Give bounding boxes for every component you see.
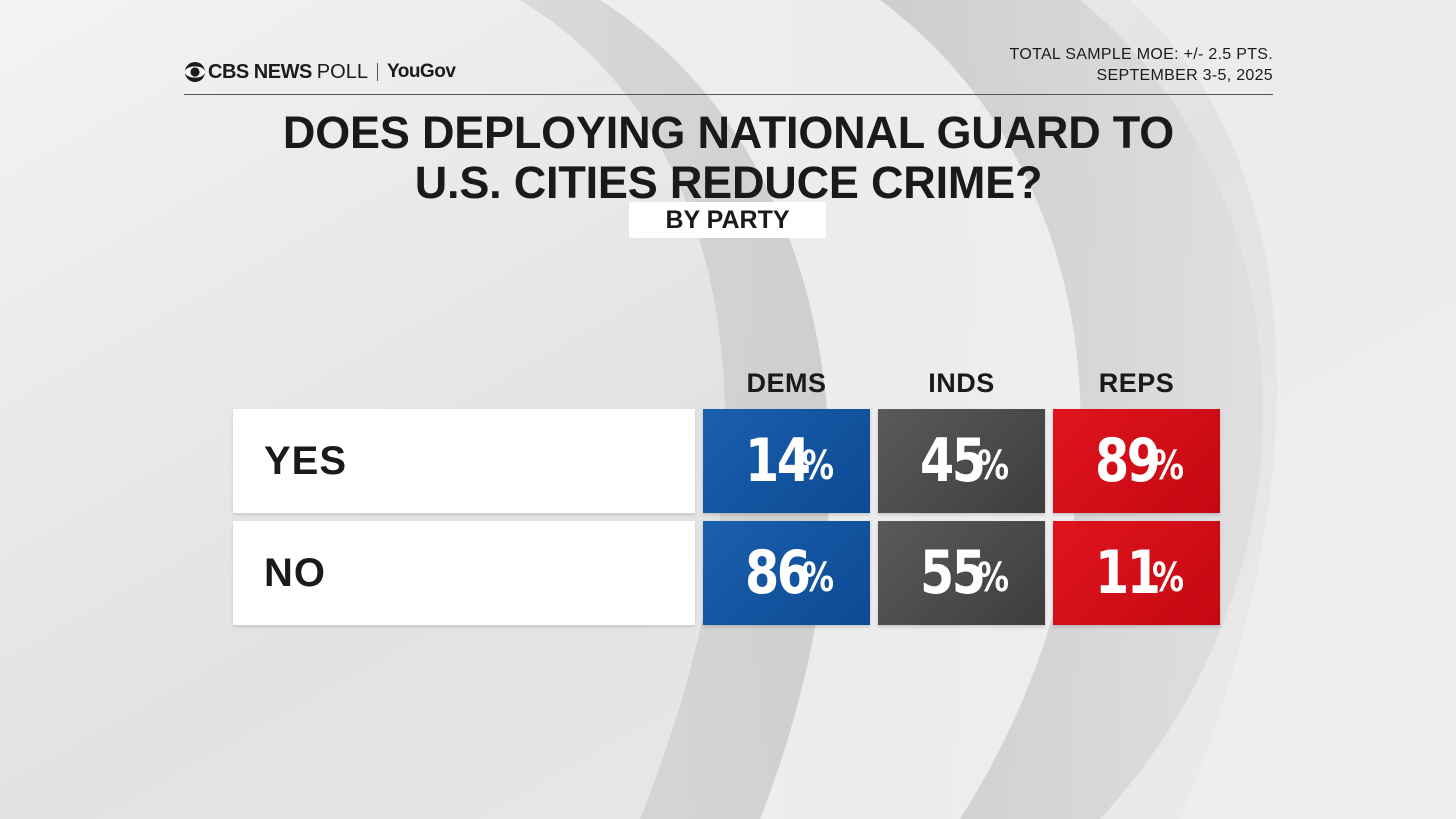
title-line-2: U.S. CITIES REDUCE CRIME? bbox=[414, 157, 1043, 208]
moe-info: TOTAL SAMPLE MOE: +/- 2.5 PTS. SEPTEMBER… bbox=[1010, 44, 1273, 86]
cell-yes-dems: 14% bbox=[703, 409, 870, 513]
chart-title: DOES DEPLOYING NATIONAL GUARD TO U.S. CI… bbox=[184, 108, 1273, 208]
cbs-news-wordmark: CBS NEWS bbox=[208, 60, 312, 83]
column-header-dems: DEMS bbox=[746, 368, 827, 398]
cell-no-dems: 86% bbox=[703, 521, 870, 625]
row-label-no: NO bbox=[233, 521, 695, 625]
survey-dates: SEPTEMBER 3-5, 2025 bbox=[1096, 67, 1273, 84]
value-label: 55 bbox=[919, 538, 986, 608]
cell-yes-reps: 89% bbox=[1053, 409, 1220, 513]
chart-subtitle: BY PARTY bbox=[629, 202, 826, 238]
value-label: 45 bbox=[919, 426, 986, 496]
cell-yes-inds: 45% bbox=[878, 409, 1045, 513]
cbs-eye-icon bbox=[185, 62, 205, 82]
value-label: 14 bbox=[744, 426, 811, 496]
cell-no-reps: 11% bbox=[1053, 521, 1220, 625]
poll-label: POLL bbox=[316, 60, 368, 83]
row-label-text: YES bbox=[264, 439, 348, 483]
moe-text: TOTAL SAMPLE MOE: +/- 2.5 PTS. bbox=[1009, 46, 1273, 63]
percent-sign: % bbox=[1152, 443, 1185, 489]
row-label-yes: YES bbox=[233, 409, 695, 513]
row-label-text: NO bbox=[264, 551, 326, 595]
value-label: 11 bbox=[1094, 538, 1161, 608]
value-label: 86 bbox=[744, 538, 811, 608]
logo-divider bbox=[376, 63, 378, 81]
cell-no-inds: 55% bbox=[878, 521, 1045, 625]
column-header-reps: REPS bbox=[1098, 368, 1175, 398]
percent-sign: % bbox=[1152, 555, 1185, 601]
yougov-wordmark: YouGov bbox=[386, 61, 456, 82]
percent-sign: % bbox=[977, 555, 1010, 601]
title-line-1: DOES DEPLOYING NATIONAL GUARD TO bbox=[282, 107, 1175, 158]
value-label: 89 bbox=[1094, 426, 1161, 496]
column-header-inds: INDS bbox=[928, 368, 995, 398]
header-bar: CBS NEWS POLL YouGov TOTAL SAMPLE MOE: +… bbox=[184, 44, 1273, 95]
percent-sign: % bbox=[802, 443, 835, 489]
percent-sign: % bbox=[802, 555, 835, 601]
logo-lockup: CBS NEWS POLL YouGov bbox=[184, 60, 456, 84]
percent-sign: % bbox=[977, 443, 1010, 489]
